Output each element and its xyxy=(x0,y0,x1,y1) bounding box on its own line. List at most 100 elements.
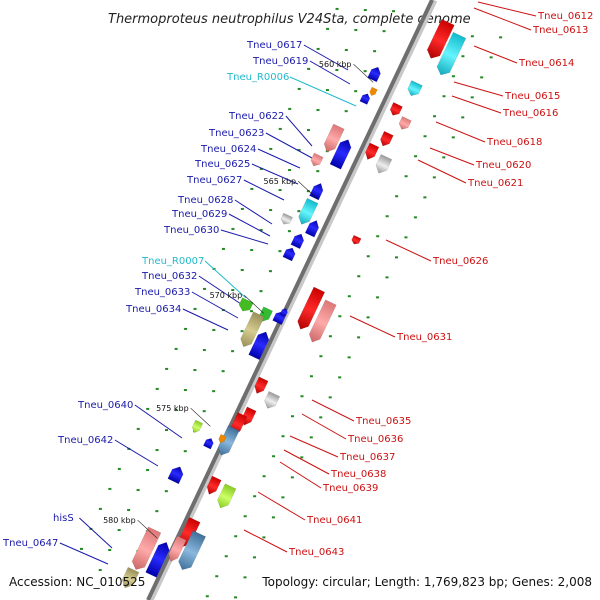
gene-feature xyxy=(329,139,352,170)
gene-feature xyxy=(145,541,170,578)
label-leader xyxy=(182,308,229,331)
gene-shape xyxy=(178,530,206,571)
gene-label-left: Tneu_0647 xyxy=(2,538,58,549)
label-leader xyxy=(435,121,486,143)
label-leader xyxy=(473,7,532,31)
gene-shape xyxy=(323,123,345,153)
gene-label-right: Tneu_0637 xyxy=(339,452,395,463)
gene-shape xyxy=(309,183,324,201)
label-leader xyxy=(134,404,183,439)
gene-feature xyxy=(290,233,305,250)
accession-text: Accession: NC_010525 xyxy=(9,575,145,589)
gene-feature xyxy=(323,123,345,153)
gene-label-right: Tneu_0641 xyxy=(306,515,362,526)
gene-shape xyxy=(167,466,184,485)
gene-label-right: Tneu_0618 xyxy=(486,137,542,148)
label-leader xyxy=(59,542,109,565)
label-leader xyxy=(453,81,504,97)
label-leader xyxy=(289,76,357,107)
gene-shape xyxy=(310,152,324,167)
label-leader xyxy=(191,291,239,319)
gene-label-left: Tneu_0640 xyxy=(77,400,133,411)
gene-feature xyxy=(131,526,162,570)
gene-label-left: Tneu_0627 xyxy=(186,175,242,186)
gene-feature xyxy=(238,297,254,312)
gene-shape xyxy=(308,299,337,343)
label-leader xyxy=(429,147,475,166)
label-leader xyxy=(385,239,432,262)
label-layer: Tneu_0617 Tneu_0619 Tneu_R0006 Tneu_0622 Tne… xyxy=(2,11,593,558)
gene-feature xyxy=(279,308,288,318)
gene-shape xyxy=(121,566,140,589)
gene-shape xyxy=(280,212,293,225)
gene-label-left: hisS xyxy=(53,513,74,524)
gene-shape xyxy=(297,286,326,330)
gene-feature xyxy=(264,390,281,409)
gene-shape xyxy=(389,102,403,116)
backbone-layer xyxy=(79,0,503,600)
gene-shape xyxy=(436,31,467,76)
label-leader xyxy=(283,449,330,475)
label-leader xyxy=(349,315,396,338)
scale-label: 580 kbp xyxy=(103,516,136,525)
gene-shape xyxy=(279,308,288,318)
label-leader xyxy=(257,491,306,521)
gene-feature xyxy=(398,116,412,130)
label-leader xyxy=(301,413,347,440)
gene-label-right: Tneu_0626 xyxy=(432,256,488,267)
gene-label-left: Tneu_0629 xyxy=(171,209,227,220)
gene-label-right: Tneu_0631 xyxy=(396,332,452,343)
gene-label-left: Tneu_0622 xyxy=(228,111,284,122)
label-leader xyxy=(289,435,339,458)
scale-tick xyxy=(243,294,264,314)
gene-shape xyxy=(351,234,362,245)
gene-shape xyxy=(217,425,240,456)
label-leader xyxy=(477,1,537,17)
gene-shape xyxy=(290,233,305,250)
label-leader xyxy=(279,461,322,489)
gene-label-right: Tneu_0643 xyxy=(288,547,344,558)
gene-label-right: Tneu_0616 xyxy=(502,108,558,119)
gene-shape xyxy=(407,80,423,97)
gene-shape xyxy=(203,438,214,450)
label-leader xyxy=(228,213,271,237)
gene-label-right: Tneu_0635 xyxy=(355,416,411,427)
label-leader xyxy=(243,529,288,553)
gene-label-right: Tneu_0620 xyxy=(475,160,531,171)
gene-shape xyxy=(304,220,319,238)
label-leader xyxy=(417,159,467,184)
scale-tick xyxy=(137,519,158,539)
label-leader xyxy=(311,399,355,422)
scale-tick xyxy=(353,63,374,83)
label-leader xyxy=(303,44,349,71)
label-leader xyxy=(451,95,502,114)
gene-shape xyxy=(191,419,204,433)
scale-layer: 560 kbp 565 kbp 570 kbp 575 kbp 580 kbp xyxy=(103,60,374,539)
label-leader xyxy=(265,132,313,159)
gene-feature xyxy=(389,102,403,116)
gene-label-left: Tneu_0630 xyxy=(163,225,219,236)
topology-text: Topology: circular; Length: 1,769,823 bp… xyxy=(261,575,592,589)
gene-shape xyxy=(217,483,237,509)
gene-feature xyxy=(217,483,237,509)
gene-shape xyxy=(398,116,412,130)
gene-feature xyxy=(308,299,337,343)
gene-label-left: Tneu_0617 xyxy=(246,40,302,51)
gene-feature xyxy=(298,197,319,225)
gene-label-left: Tneu_0632 xyxy=(141,271,197,282)
gene-feature xyxy=(310,152,324,167)
leader-layer xyxy=(59,1,537,565)
gene-feature xyxy=(203,438,214,450)
gene-feature xyxy=(304,220,319,238)
gene-label-left: Tneu_R0007 xyxy=(141,256,204,267)
label-leader xyxy=(204,260,247,299)
scale-tick xyxy=(190,407,211,427)
gene-shape xyxy=(282,247,296,262)
gene-label-left: Tneu_0634 xyxy=(125,304,181,315)
gene-label-right: Tneu_0614 xyxy=(518,58,574,69)
label-leader xyxy=(198,275,245,307)
backbone-line xyxy=(146,0,434,600)
gene-shape xyxy=(254,376,269,394)
gene-label-left: Tneu_0623 xyxy=(208,128,264,139)
gene-shape xyxy=(248,331,270,361)
